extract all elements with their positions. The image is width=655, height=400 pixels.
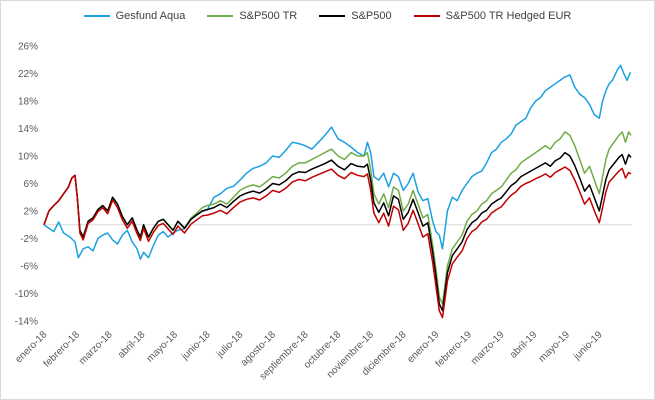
legend-item: S&P500 [319, 10, 392, 22]
y-tick-label: 2% [24, 207, 39, 218]
x-tick-label: abril-19 [508, 329, 540, 361]
x-tick-label: mayo-19 [537, 329, 573, 365]
legend-item: S&P500 TR Hedged EUR [413, 10, 572, 22]
legend-item: S&P500 TR [207, 10, 297, 22]
legend-label: S&P500 TR Hedged EUR [445, 10, 572, 22]
legend-label: S&P500 TR [239, 10, 298, 22]
y-tick-label: -2% [20, 234, 38, 245]
legend-label: S&P500 [351, 10, 392, 22]
x-tick-label: febrero-19 [434, 329, 475, 370]
x-tick-label: abril-18 [116, 329, 148, 361]
y-tick-label: -14% [15, 317, 38, 328]
series-line [43, 64, 632, 260]
x-tick-label: julio-18 [214, 329, 246, 361]
x-tick-label: febrero-18 [42, 329, 83, 370]
y-tick-label: 18% [18, 97, 38, 108]
series-line [43, 166, 632, 319]
y-tick-label: 26% [18, 42, 38, 53]
legend-label: Gesfund Aqua [115, 10, 186, 22]
y-tick-label: 14% [18, 124, 38, 135]
x-tick-label: junio-18 [179, 329, 213, 363]
x-tick-label: mayo-18 [145, 329, 181, 365]
legend-swatch [319, 15, 346, 17]
y-tick-label: 22% [18, 69, 38, 80]
series-layer [43, 64, 632, 319]
y-tick-label: 6% [24, 179, 39, 190]
legend-swatch [207, 15, 234, 17]
x-tick-label: marzo-18 [77, 329, 115, 367]
y-tick-label: -6% [20, 262, 38, 273]
y-tick-label: 10% [18, 152, 38, 163]
y-axis: -14% -10% -6% -2% 2% 6% 10% 14% 18% 22% 26% [15, 42, 38, 328]
legend-item: Gesfund Aqua [83, 10, 186, 22]
legend-swatch [413, 15, 440, 17]
legend-swatch [83, 15, 110, 17]
chart-legend: Gesfund Aqua S&P500 TR S&P500 S&P500 TR Hed… [0, 6, 655, 26]
y-tick-label: -10% [15, 289, 38, 300]
x-tick-label: junio-19 [571, 329, 605, 363]
series-line [43, 151, 632, 312]
x-tick-label: marzo-19 [469, 329, 507, 367]
